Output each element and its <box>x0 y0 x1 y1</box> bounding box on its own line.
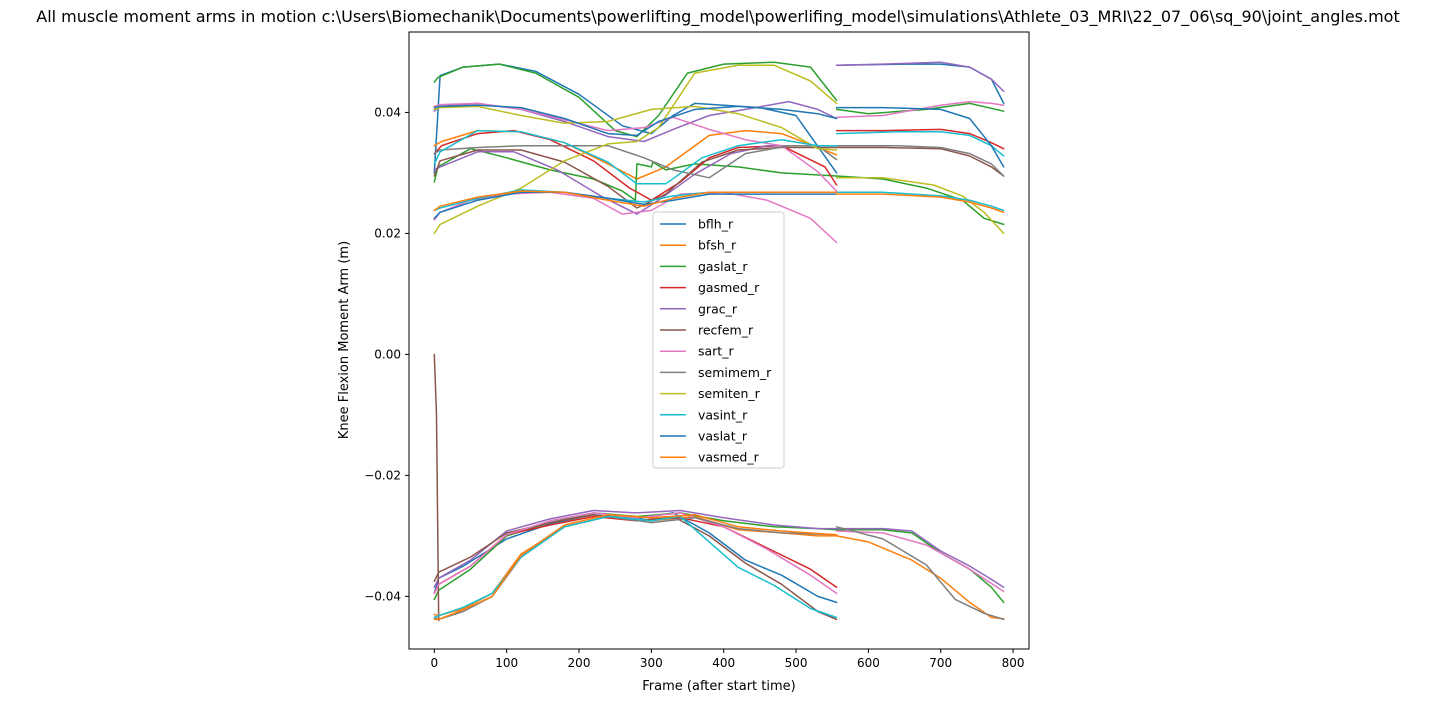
x-tick-label: 300 <box>640 656 663 670</box>
plot-frame <box>408 31 1030 650</box>
legend-label-recfem_r: recfem_r <box>698 323 754 338</box>
series-line-vasint_r-3 <box>835 131 1005 157</box>
series-line-gasmed_r-1 <box>835 128 1005 150</box>
x-tick-label: 600 <box>857 656 880 670</box>
series-line-vasmed_r-2 <box>433 513 838 621</box>
series-line-vasmed_r-1 <box>835 193 1005 214</box>
legend-label-semiten_r: semiten_r <box>698 386 761 401</box>
series-line-bfsh_r-0 <box>433 129 838 180</box>
series-line-bfsh_r-2 <box>835 535 1005 620</box>
chart-title: All muscle moment arms in motion c:\User… <box>36 7 1400 27</box>
series-line-semimem_r-3 <box>835 144 1005 177</box>
y-axis: −0.04 −0.02 0.00 0.02 0.04 <box>364 105 409 603</box>
legend-label-vasint_r: vasint_r <box>698 407 748 422</box>
series-line-semimem_r-0 <box>433 144 838 179</box>
series-line-semiten_r-1 <box>835 177 1005 235</box>
series-line-vaslat_r-2 <box>835 106 1005 168</box>
legend-label-gasmed_r: gasmed_r <box>698 280 760 295</box>
x-tick-label: 700 <box>929 656 952 670</box>
y-tick-label: 0.02 <box>374 226 401 240</box>
legend-label-gaslat_r: gaslat_r <box>698 259 748 274</box>
y-tick-label: 0.04 <box>374 105 401 119</box>
legend-label-vaslat_r: vaslat_r <box>698 429 748 444</box>
y-tick-label: −0.04 <box>364 589 401 603</box>
series-line-vaslat_r-1 <box>433 104 838 137</box>
series-line-recfem_r-3 <box>433 353 440 622</box>
x-axis-label: Frame (after start time) <box>642 679 795 694</box>
series-line-vasmed_r-0 <box>433 190 838 212</box>
y-tick-label: 0.00 <box>374 347 401 361</box>
x-tick-label: 400 <box>712 656 735 670</box>
series-line-gaslat_r-0 <box>433 61 838 138</box>
series-line-semiten_r-0 <box>433 64 838 235</box>
series-line-grac_r-1 <box>433 144 838 215</box>
legend-label-bflh_r: bflh_r <box>698 217 734 232</box>
series-line-semiten_r-2 <box>433 105 838 151</box>
legend-label-bfsh_r: bfsh_r <box>698 238 737 253</box>
series-line-grac_r-2 <box>835 61 1005 93</box>
series-line-vasint_r-4 <box>433 515 838 619</box>
y-tick-label: −0.02 <box>364 468 401 482</box>
legend-frame <box>652 211 785 469</box>
series-line-vasint_r-2 <box>433 129 838 185</box>
x-tick-label: 0 <box>431 656 439 670</box>
legend-label-vasmed_r: vasmed_r <box>698 450 760 465</box>
legend-label-semimem_r: semimem_r <box>698 365 772 380</box>
series-line-sart_r-4 <box>835 530 1005 593</box>
series-line-sart_r-1 <box>835 100 1005 119</box>
series-lines <box>433 61 1005 622</box>
series-line-grac_r-3 <box>433 509 838 589</box>
legend: bflh_r bfsh_r gaslat_r gasmed_r grac_rrecfem… <box>652 211 785 469</box>
x-tick-label: 200 <box>568 656 591 670</box>
x-tick-label: 500 <box>785 656 808 670</box>
series-line-sart_r-0 <box>433 102 838 192</box>
x-axis: 0 100 200 300 400 500 600 700 800 <box>431 649 1025 670</box>
legend-label-sart_r: sart_r <box>698 344 734 359</box>
series-line-vaslat_r-0 <box>433 191 838 220</box>
x-tick-label: 100 <box>495 656 518 670</box>
series-line-grac_r-4 <box>835 527 1005 589</box>
legend-label-grac_r: grac_r <box>698 301 738 316</box>
series-line-recfem_r-1 <box>835 146 1005 177</box>
y-axis-label: Knee Flexion Moment Arm (m) <box>337 241 352 439</box>
series-line-semimem_r-2 <box>835 526 1005 621</box>
series-line-gaslat_r-1 <box>433 147 838 201</box>
series-line-vasint_r-1 <box>835 191 1005 212</box>
x-tick-label: 800 <box>1002 656 1025 670</box>
